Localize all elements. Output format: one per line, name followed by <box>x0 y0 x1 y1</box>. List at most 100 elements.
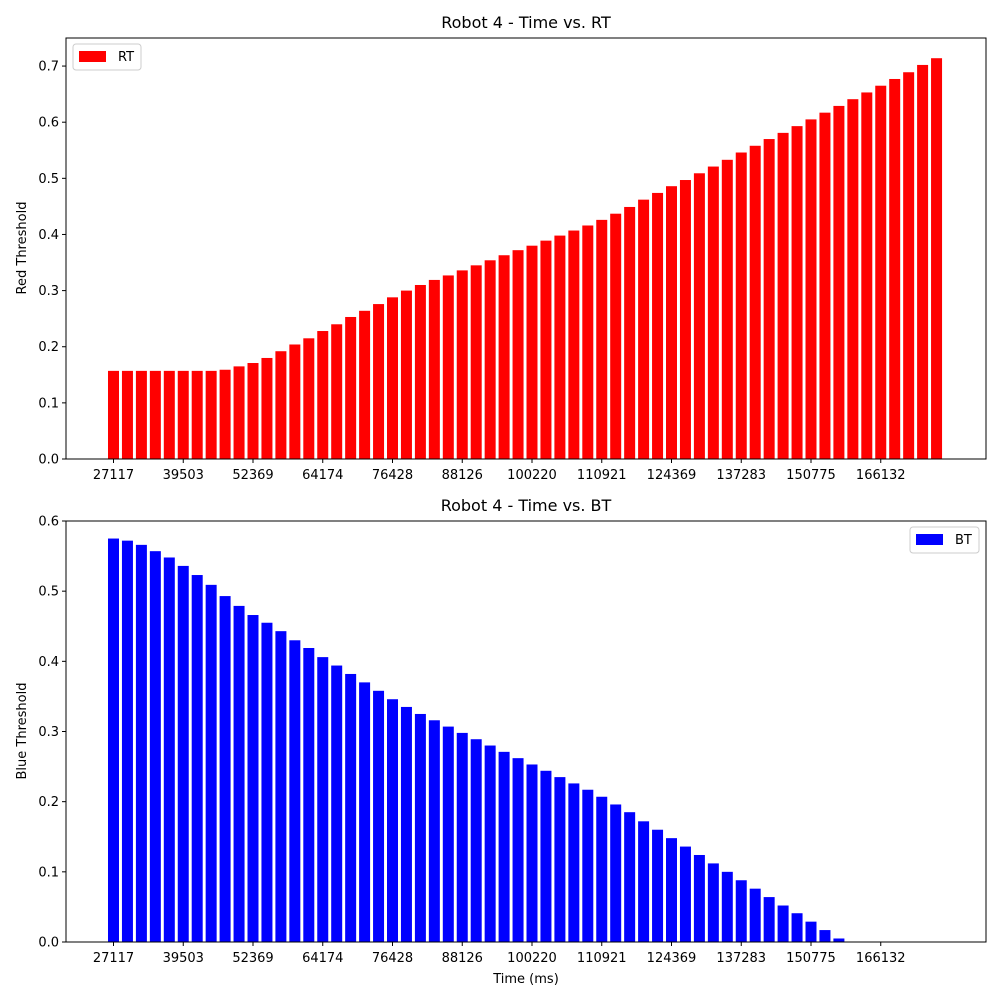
bt-legend-swatch <box>916 534 943 545</box>
rt-chart-title: Robot 4 - Time vs. RT <box>441 13 611 32</box>
bt-bar <box>219 596 231 942</box>
bt-bar <box>456 732 468 942</box>
rt-bar <box>693 173 705 459</box>
bt-bar <box>791 913 803 942</box>
rt-legend-label: RT <box>118 50 134 65</box>
bt-bar <box>470 739 482 942</box>
rt-bar <box>414 284 426 459</box>
bt-bar <box>610 804 622 942</box>
rt-bar <box>791 126 803 459</box>
rt-x-tick-label: 27117 <box>93 468 134 483</box>
bt-x-tick-label: 166132 <box>856 951 906 966</box>
bt-bar <box>275 631 287 942</box>
bt-bar <box>679 846 691 942</box>
rt-bar <box>833 105 845 460</box>
rt-bar <box>903 72 915 460</box>
rt-y-tick-label: 0.2 <box>38 340 59 355</box>
bt-x-ticks: 27117 39503 52369 64174 76428 88126 100220 1109… <box>93 942 906 966</box>
rt-bar <box>303 338 315 459</box>
bt-x-tick-label: 88126 <box>442 951 483 966</box>
rt-bar <box>707 166 719 460</box>
bt-bar <box>735 880 747 942</box>
bt-x-axis-label: Time (ms) <box>492 972 559 987</box>
rt-bar <box>345 316 357 459</box>
rt-bar <box>610 213 622 459</box>
rt-bar <box>889 78 901 459</box>
rt-x-tick-label: 52369 <box>232 468 273 483</box>
rt-bar <box>679 180 691 459</box>
rt-bar <box>512 250 524 459</box>
rt-bar <box>191 370 203 459</box>
bt-bar <box>693 854 705 942</box>
rt-x-tick-label: 110921 <box>577 468 627 483</box>
rt-y-tick-label: 0.1 <box>38 396 59 411</box>
rt-x-tick-label: 76428 <box>372 468 413 483</box>
rt-bar <box>108 370 119 459</box>
rt-legend: RT <box>72 43 142 71</box>
rt-bar <box>275 351 287 459</box>
rt-bar <box>805 119 817 459</box>
rt-bar <box>261 357 273 459</box>
rt-bar <box>666 186 677 459</box>
rt-bar <box>652 192 664 459</box>
bt-x-tick-label: 39503 <box>163 951 204 966</box>
bt-bar <box>819 930 831 942</box>
rt-bar <box>428 279 440 459</box>
rt-bar <box>917 64 929 459</box>
rt-bar <box>763 139 775 460</box>
rt-y-ticks: 0.0 0.1 0.2 0.3 0.4 0.5 0.6 0.7 <box>38 60 66 468</box>
rt-bar <box>596 219 608 459</box>
bt-bar <box>121 540 133 942</box>
bt-bar <box>205 584 217 942</box>
rt-bar <box>163 370 175 459</box>
bt-bar <box>177 565 189 942</box>
rt-legend-box <box>72 43 142 71</box>
rt-x-tick-label: 39503 <box>163 468 204 483</box>
bt-bar <box>568 783 580 942</box>
rt-bar <box>498 255 510 459</box>
rt-bar <box>554 235 566 459</box>
bt-bar <box>721 871 733 942</box>
bt-bar <box>749 888 761 942</box>
bt-bar <box>303 648 315 942</box>
rt-bar <box>540 240 552 459</box>
bt-legend: BT <box>909 526 980 554</box>
bt-bar <box>345 673 357 942</box>
bt-bar <box>400 706 412 942</box>
rt-x-ticks: 27117 39503 52369 64174 76428 88126 100220 1109… <box>93 459 906 483</box>
bt-bar <box>638 821 650 942</box>
bt-bar <box>777 905 789 942</box>
rt-bar <box>568 230 580 459</box>
bt-bar <box>359 682 371 942</box>
rt-bar <box>442 275 454 459</box>
rt-y-tick-label: 0.4 <box>38 228 59 243</box>
rt-bar <box>875 85 887 460</box>
rt-x-tick-label: 150775 <box>786 468 836 483</box>
bt-y-tick-label: 0.0 <box>38 936 59 951</box>
rt-bar <box>735 152 747 459</box>
rt-x-tick-label: 88126 <box>442 468 483 483</box>
rt-bar <box>135 370 147 459</box>
rt-bar <box>247 363 259 459</box>
rt-plot-frame <box>65 37 987 460</box>
rt-bar <box>847 99 859 459</box>
rt-legend-swatch <box>79 51 106 62</box>
bt-y-tick-label: 0.4 <box>38 655 59 670</box>
rt-bar <box>205 370 217 459</box>
rt-y-tick-label: 0.6 <box>38 116 59 131</box>
rt-y-tick-label: 0.3 <box>38 284 59 299</box>
bt-y-tick-label: 0.3 <box>38 725 59 740</box>
rt-bar <box>484 260 496 459</box>
rt-bar <box>149 370 161 459</box>
bt-legend-box <box>909 526 980 554</box>
bt-bar <box>387 699 398 942</box>
bt-bar <box>135 544 147 942</box>
bt-chart: Robot 4 - Time vs. BT 0.0 0.1 0.2 0.3 0.4 0.5… <box>15 496 987 987</box>
bt-bar <box>331 665 343 942</box>
rt-bar <box>931 58 943 460</box>
rt-bars <box>108 58 943 460</box>
bt-bar <box>540 770 552 942</box>
rt-bar <box>777 132 789 459</box>
bt-bar <box>554 777 566 942</box>
